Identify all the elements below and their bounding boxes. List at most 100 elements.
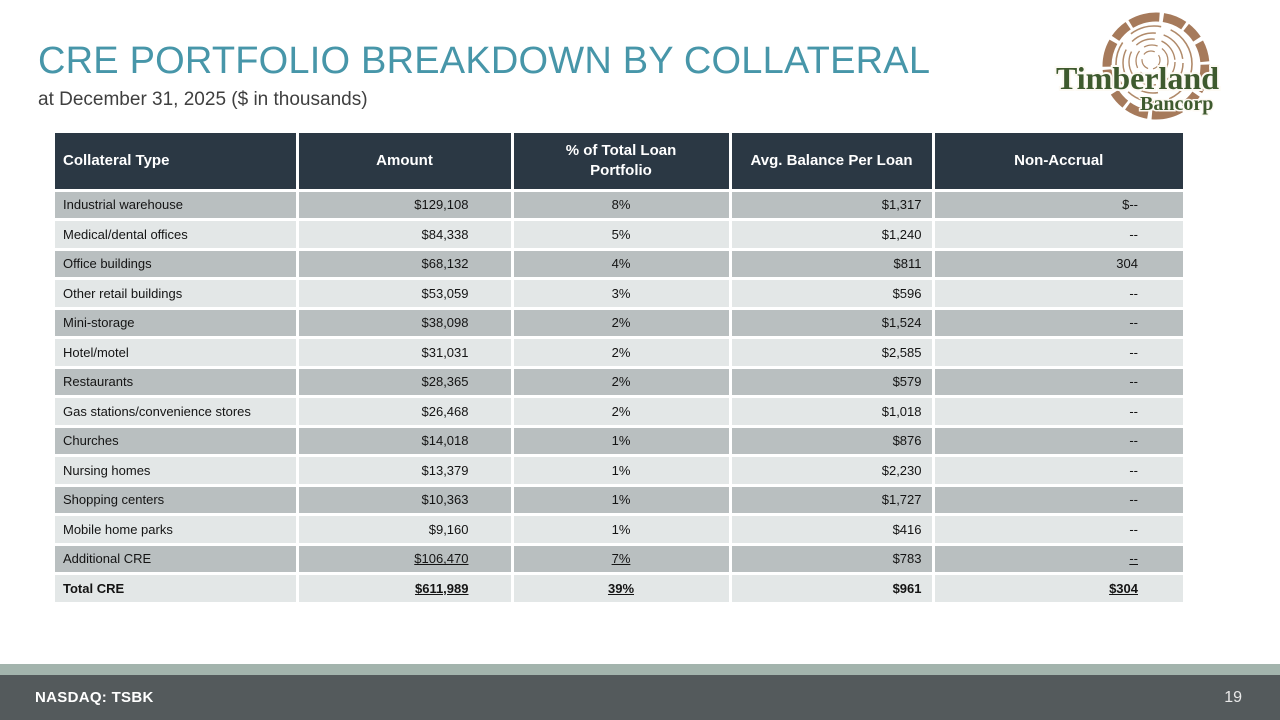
- cell-pct-of-total: 1%: [512, 426, 732, 457]
- table-body: Industrial warehouse $129,108 8% $1,317 $-- M…: [55, 190, 1183, 605]
- table-row: Hotel/motel $31,031 2% $2,585 --: [55, 337, 1183, 369]
- cell-pct-of-total: 1%: [512, 514, 732, 546]
- cell-collateral-type: Nursing homes: [55, 455, 299, 487]
- cell-non-accrual: --: [933, 337, 1183, 369]
- cell-avg-balance: $2,585: [730, 337, 935, 369]
- cell-pct-of-total: 2%: [512, 337, 732, 369]
- cell-avg-balance: $2,230: [730, 455, 935, 487]
- cell-pct-of-total: 2%: [512, 396, 732, 428]
- cell-collateral-type: Additional CRE: [55, 544, 299, 575]
- page-number: 19: [1224, 688, 1242, 706]
- cell-pct-of-total: 3%: [512, 278, 732, 310]
- cell-amount: $13,379: [297, 455, 514, 487]
- page-subtitle: at December 31, 2025 ($ in thousands): [38, 89, 368, 110]
- cell-non-accrual: --: [933, 308, 1183, 339]
- page-title: CRE PORTFOLIO BREAKDOWN BY COLLATERAL: [38, 40, 931, 82]
- header-avg-balance: Avg. Balance Per Loan: [730, 133, 935, 192]
- cell-pct-of-total: 1%: [512, 455, 732, 487]
- cell-pct-of-total: 7%: [512, 544, 732, 575]
- cell-amount: $31,031: [297, 337, 514, 369]
- cell-avg-balance: $1,524: [730, 308, 935, 339]
- cell-avg-balance: $811: [730, 249, 935, 280]
- cell-collateral-type: Office buildings: [55, 249, 299, 280]
- cell-avg-balance: $1,018: [730, 396, 935, 428]
- cell-pct-of-total: 2%: [512, 308, 732, 339]
- cell-non-accrual: --: [933, 219, 1183, 251]
- cell-avg-balance: $783: [730, 544, 935, 575]
- cell-non-accrual: --: [933, 278, 1183, 310]
- table-header-row: Collateral Type Amount % of Total Loan P…: [55, 133, 1183, 192]
- cell-pct-of-total: 1%: [512, 485, 732, 516]
- cell-amount: $53,059: [297, 278, 514, 310]
- cell-pct-of-total: 39%: [512, 573, 732, 605]
- nasdaq-ticker: NASDAQ: TSBK: [35, 689, 154, 706]
- cell-avg-balance: $1,317: [730, 190, 935, 221]
- table-row: Churches $14,018 1% $876 --: [55, 426, 1183, 457]
- cell-pct-of-total: 8%: [512, 190, 732, 221]
- cell-collateral-type: Churches: [55, 426, 299, 457]
- cre-collateral-table: Collateral Type Amount % of Total Loan P…: [55, 133, 1183, 605]
- cell-pct-of-total: 4%: [512, 249, 732, 280]
- accent-strip: [0, 664, 1280, 675]
- tree-rings-icon: [1102, 12, 1210, 120]
- cell-amount: $129,108: [297, 190, 514, 221]
- cell-pct-of-total: 5%: [512, 219, 732, 251]
- table-row: Medical/dental offices $84,338 5% $1,240 --: [55, 219, 1183, 251]
- cell-non-accrual: $304: [933, 573, 1183, 605]
- header-pct-of-total: % of Total Loan Portfolio: [512, 133, 732, 192]
- cell-amount: $68,132: [297, 249, 514, 280]
- table-row: Total CRE $611,989 39% $961 $304: [55, 573, 1183, 605]
- cell-avg-balance: $416: [730, 514, 935, 546]
- table-header: Collateral Type Amount % of Total Loan P…: [55, 133, 1183, 192]
- cell-amount: $106,470: [297, 544, 514, 575]
- table-row: Office buildings $68,132 4% $811 304: [55, 249, 1183, 280]
- cell-avg-balance: $1,240: [730, 219, 935, 251]
- cell-collateral-type: Total CRE: [55, 573, 299, 605]
- cell-avg-balance: $596: [730, 278, 935, 310]
- table-row: Nursing homes $13,379 1% $2,230 --: [55, 455, 1183, 487]
- table-row: Industrial warehouse $129,108 8% $1,317 $--: [55, 190, 1183, 221]
- table-row: Shopping centers $10,363 1% $1,727 --: [55, 485, 1183, 516]
- table-row: Mini-storage $38,098 2% $1,524 --: [55, 308, 1183, 339]
- cell-amount: $14,018: [297, 426, 514, 457]
- cell-collateral-type: Shopping centers: [55, 485, 299, 516]
- table-row: Other retail buildings $53,059 3% $596 --: [55, 278, 1183, 310]
- cell-amount: $611,989: [297, 573, 514, 605]
- table-row: Mobile home parks $9,160 1% $416 --: [55, 514, 1183, 546]
- timberland-bancorp-logo: Timberland Bancorp: [1054, 12, 1221, 120]
- cell-non-accrual: 304: [933, 249, 1183, 280]
- table-row: Additional CRE $106,470 7% $783 --: [55, 544, 1183, 575]
- cell-avg-balance: $1,727: [730, 485, 935, 516]
- cell-non-accrual: --: [933, 544, 1183, 575]
- header-non-accrual: Non-Accrual: [933, 133, 1183, 192]
- cell-collateral-type: Gas stations/convenience stores: [55, 396, 299, 428]
- cell-non-accrual: --: [933, 455, 1183, 487]
- header-amount: Amount: [297, 133, 514, 192]
- cell-avg-balance: $961: [730, 573, 935, 605]
- cell-amount: $10,363: [297, 485, 514, 516]
- logo-subword: Bancorp: [1140, 93, 1213, 115]
- cell-amount: $9,160: [297, 514, 514, 546]
- cell-non-accrual: --: [933, 485, 1183, 516]
- logo-wordmark: Timberland: [1056, 60, 1219, 96]
- cell-collateral-type: Medical/dental offices: [55, 219, 299, 251]
- cell-amount: $28,365: [297, 367, 514, 398]
- cell-collateral-type: Mobile home parks: [55, 514, 299, 546]
- cell-collateral-type: Mini-storage: [55, 308, 299, 339]
- cell-pct-of-total: 2%: [512, 367, 732, 398]
- cell-non-accrual: --: [933, 367, 1183, 398]
- cell-amount: $26,468: [297, 396, 514, 428]
- cell-avg-balance: $579: [730, 367, 935, 398]
- cell-non-accrual: --: [933, 426, 1183, 457]
- cell-amount: $84,338: [297, 219, 514, 251]
- cell-collateral-type: Restaurants: [55, 367, 299, 398]
- table-row: Gas stations/convenience stores $26,468 2%…: [55, 396, 1183, 428]
- footer-bar: NASDAQ: TSBK 19: [0, 675, 1280, 720]
- cell-collateral-type: Other retail buildings: [55, 278, 299, 310]
- table-row: Restaurants $28,365 2% $579 --: [55, 367, 1183, 398]
- cell-collateral-type: Industrial warehouse: [55, 190, 299, 221]
- cell-non-accrual: --: [933, 396, 1183, 428]
- cell-collateral-type: Hotel/motel: [55, 337, 299, 369]
- header-collateral-type: Collateral Type: [55, 133, 299, 192]
